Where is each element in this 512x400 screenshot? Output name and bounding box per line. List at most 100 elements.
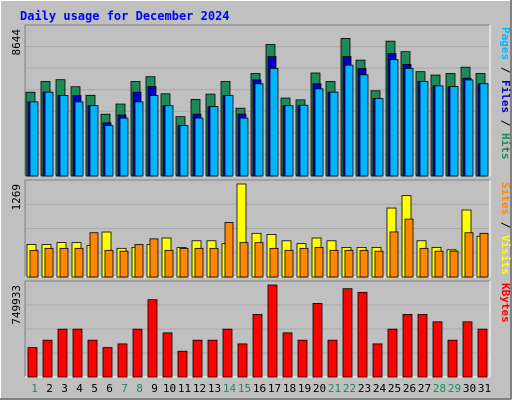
bar-pages-day-22 <box>344 64 354 177</box>
bar-pages-day-21 <box>329 91 339 177</box>
bar-sites-day-18 <box>284 249 294 278</box>
bar-kbytes-day-13 <box>207 339 218 378</box>
bar-kbytes-day-31 <box>477 328 488 378</box>
x-tick-label-day-14: 14 <box>223 382 237 395</box>
bar-pages-day-28 <box>434 85 444 177</box>
bar-pages-day-16 <box>254 83 264 177</box>
bar-sites-day-27 <box>419 247 429 278</box>
y-max-label: 1269 <box>10 184 23 211</box>
x-tick-label-day-25: 25 <box>388 382 401 395</box>
bar-sites-day-21 <box>329 249 339 278</box>
x-tick-label-day-22: 22 <box>343 382 356 395</box>
x-tick-label-day-26: 26 <box>403 382 416 395</box>
y-max-label: 749933 <box>10 285 23 325</box>
bar-kbytes-day-12 <box>192 339 203 378</box>
bar-sites-day-12 <box>194 247 204 278</box>
bar-kbytes-day-7 <box>117 343 128 378</box>
x-tick-label-day-23: 23 <box>358 382 371 395</box>
x-tick-label-day-30: 30 <box>463 382 476 395</box>
bar-sites-day-6 <box>104 249 114 278</box>
bar-sites-day-25 <box>389 231 399 278</box>
bar-sites-day-13 <box>209 247 219 278</box>
bar-kbytes-day-26 <box>402 314 413 378</box>
x-tick-label-day-3: 3 <box>61 382 68 395</box>
legend-sites: Sites <box>499 182 512 215</box>
bar-kbytes-day-11 <box>177 350 188 378</box>
bar-sites-day-14 <box>224 222 234 278</box>
bar-pages-day-23 <box>359 74 369 177</box>
bar-kbytes-day-25 <box>387 328 398 378</box>
x-tick-label-day-12: 12 <box>193 382 206 395</box>
bar-pages-day-29 <box>449 86 459 177</box>
bar-kbytes-day-8 <box>132 328 143 378</box>
bar-kbytes-day-14 <box>222 328 233 378</box>
bar-pages-day-8 <box>134 101 144 177</box>
legend-visits: Visits <box>499 228 512 274</box>
legend-separator: / <box>499 113 512 127</box>
x-tick-label-day-10: 10 <box>163 382 176 395</box>
bar-kbytes-day-22 <box>342 288 353 378</box>
x-tick-label-day-18: 18 <box>283 382 296 395</box>
bar-kbytes-day-1 <box>27 347 38 378</box>
legend-hits: Hits <box>499 126 512 159</box>
bar-sites-day-28 <box>434 250 444 278</box>
bar-pages-day-5 <box>89 105 99 177</box>
bar-sites-day-17 <box>269 247 279 278</box>
legend-kbytes: KBytes <box>499 283 512 323</box>
legend-separator: / <box>499 60 512 74</box>
bar-kbytes-day-17 <box>267 284 278 378</box>
bar-sites-day-7 <box>119 250 129 278</box>
bar-sites-day-9 <box>149 238 159 278</box>
bar-pages-day-25 <box>389 59 399 177</box>
bar-kbytes-day-27 <box>417 314 428 378</box>
bar-kbytes-day-4 <box>72 328 83 378</box>
legend-files: Files <box>499 73 512 113</box>
bar-sites-day-22 <box>344 249 354 278</box>
bar-pages-day-13 <box>209 106 219 177</box>
bar-pages-day-3 <box>59 95 69 177</box>
bar-pages-day-12 <box>194 117 204 177</box>
x-tick-label-day-27: 27 <box>418 382 431 395</box>
bar-sites-day-5 <box>89 232 99 278</box>
bar-kbytes-day-30 <box>462 321 473 378</box>
bar-pages-day-1 <box>29 101 39 177</box>
x-tick-label-day-20: 20 <box>313 382 326 395</box>
bar-pages-day-19 <box>299 104 309 177</box>
bar-sites-day-2 <box>44 247 54 278</box>
bar-pages-day-27 <box>419 81 429 177</box>
bar-pages-day-24 <box>374 98 384 177</box>
chart-title: Daily usage for December 2024 <box>20 9 230 23</box>
panel-1: 8644 Pages / Files / Hits <box>10 24 512 177</box>
legend-pages: Pages <box>499 27 512 60</box>
bar-sites-day-24 <box>374 250 384 278</box>
x-tick-label-day-1: 1 <box>31 382 38 395</box>
bar-sites-day-4 <box>74 247 84 278</box>
bar-pages-day-15 <box>239 117 249 177</box>
bar-kbytes-day-28 <box>432 321 443 378</box>
bar-sites-day-31 <box>479 232 489 278</box>
bar-sites-day-10 <box>164 249 174 278</box>
x-tick-label-day-4: 4 <box>76 382 83 395</box>
bar-sites-day-11 <box>179 247 189 278</box>
panel-legend: Pages / Files / Hits <box>499 27 512 160</box>
panel-legend: KBytes <box>499 283 512 323</box>
x-tick-label-day-17: 17 <box>268 382 281 395</box>
bar-kbytes-day-15 <box>237 343 248 378</box>
bar-kbytes-day-9 <box>147 299 158 378</box>
bar-pages-day-6 <box>104 125 114 177</box>
x-tick-label-day-11: 11 <box>178 382 191 395</box>
bar-sites-day-15 <box>239 242 249 278</box>
bar-sites-day-29 <box>449 250 459 278</box>
bar-sites-day-23 <box>359 249 369 278</box>
x-tick-label-day-8: 8 <box>136 382 143 395</box>
x-tick-label-day-7: 7 <box>121 382 128 395</box>
bar-sites-day-20 <box>314 246 324 278</box>
bar-kbytes-day-5 <box>87 339 98 378</box>
bar-kbytes-day-18 <box>282 332 293 378</box>
bar-pages-day-14 <box>224 95 234 177</box>
panel-3: 749933 KBytes <box>10 280 512 378</box>
x-tick-label-day-19: 19 <box>298 382 311 395</box>
bar-pages-day-9 <box>149 95 159 177</box>
panel-legend: Sites / Visits <box>499 182 512 275</box>
